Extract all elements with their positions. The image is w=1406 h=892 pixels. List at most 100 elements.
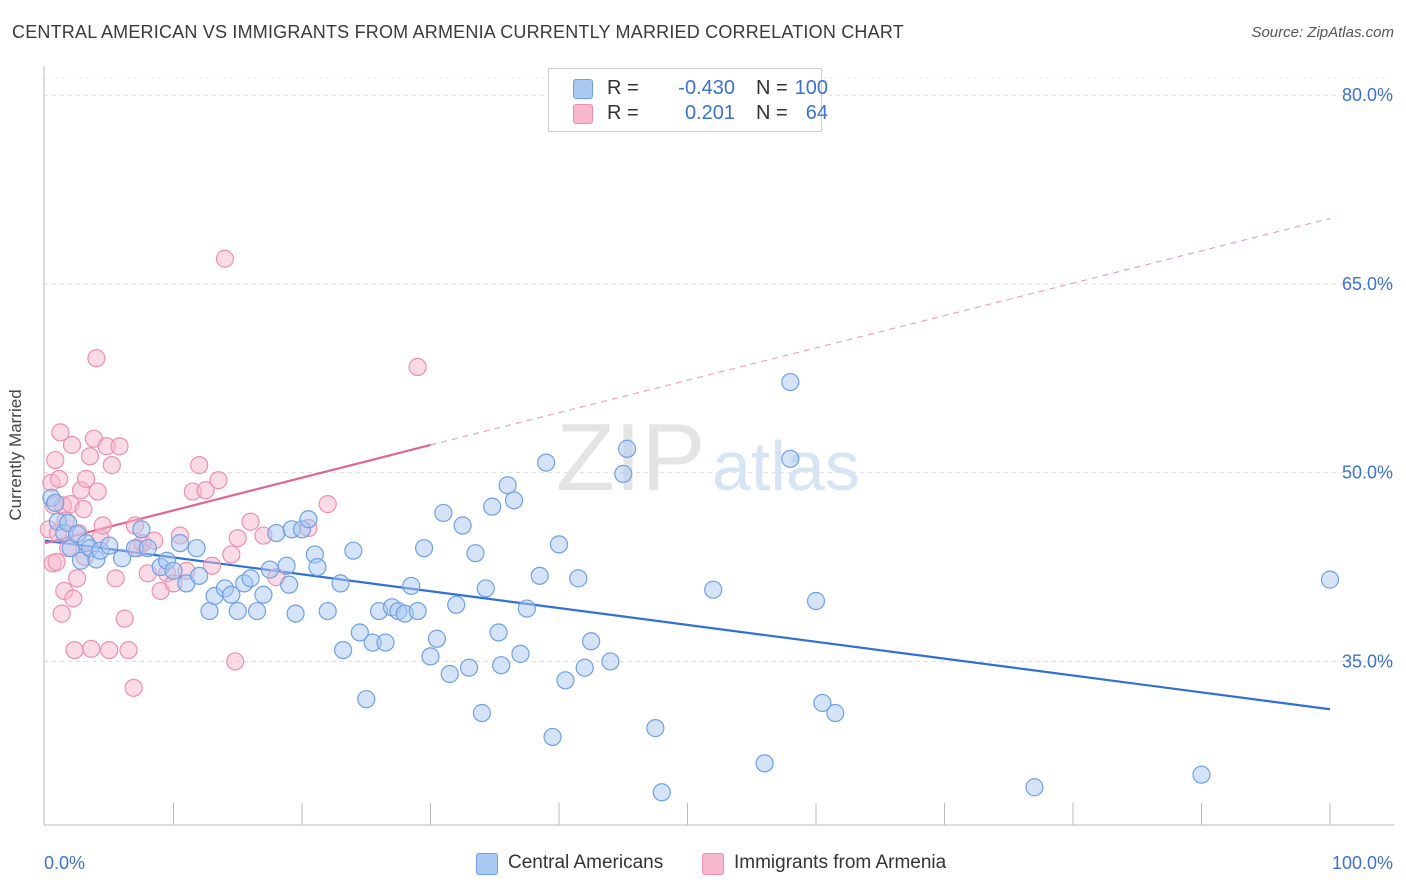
point-armenia [119,640,138,660]
point-armenia [51,423,70,442]
stats-legend: R = -0.430 N = 100 R = 0.201 N = 64 [548,68,828,132]
point-central-american [132,520,151,539]
point-central-american [1320,570,1340,589]
point-armenia [115,609,134,628]
point-armenia [62,435,82,455]
legend-swatch-blue [573,79,593,99]
point-central-american [601,652,620,671]
point-armenia [190,456,209,475]
point-central-american [254,585,273,604]
point-armenia [196,481,215,500]
point-central-american [537,453,556,472]
point-central-american [704,580,723,599]
point-central-american [1025,778,1044,797]
point-central-american [164,561,183,580]
point-central-american [318,601,337,621]
legend-swatch-pink [573,104,593,124]
y-tick-label: 65.0% [1342,274,1393,294]
point-armenia [408,357,427,377]
point-central-american [260,560,279,579]
point-central-american [459,658,479,677]
point-central-american [331,574,350,593]
point-armenia [106,569,125,588]
trend-line-central-americans [44,539,1331,711]
y-tick-label: 35.0% [1342,651,1393,671]
point-central-american [187,539,206,558]
point-central-american [453,516,472,535]
legend-n-value: 64 [805,102,828,124]
point-armenia [215,249,234,268]
point-central-american [200,601,219,621]
point-armenia [93,516,112,535]
legend-r-value: 0.201 [684,102,735,124]
point-central-american [511,644,530,663]
point-central-american [286,604,305,623]
point-central-american [498,476,517,495]
data-points [39,249,1340,802]
point-central-american [170,534,190,553]
point-armenia [202,556,222,575]
point-central-american [517,599,536,618]
point-central-american [1192,765,1211,784]
point-central-american [781,372,800,392]
point-central-american [549,535,569,554]
point-central-american [826,703,845,723]
point-armenia [209,471,228,490]
point-central-american [569,569,588,588]
point-central-american [504,491,524,510]
series-legend: Central Americans Immigrants from Armeni… [0,852,1406,876]
point-central-american [755,754,774,773]
point-armenia [82,639,101,658]
point-central-american [489,623,508,642]
point-central-american [582,632,601,651]
point-armenia [318,495,337,514]
point-armenia [52,604,71,623]
legend-n-value: 100 [794,77,828,99]
source-label: Source: ZipAtlas.com [1251,24,1394,41]
point-central-american [614,464,633,484]
point-central-american [350,623,369,642]
legend-r-label: R = [607,102,639,124]
point-central-american [222,585,241,604]
point-armenia [74,500,93,519]
point-central-american [308,557,327,577]
point-central-american [813,693,832,713]
point-central-american [556,671,575,690]
point-armenia [80,447,100,466]
point-central-american [652,783,671,802]
point-central-american [241,569,260,588]
point-central-american [46,493,65,512]
point-central-american [483,497,502,516]
point-armenia [241,512,260,531]
point-armenia [46,450,65,470]
trend-line-armenia-extension [430,217,1331,446]
legend-r-value: -0.430 [678,77,735,99]
point-central-american [414,539,434,558]
point-central-american [575,658,594,677]
point-central-american [247,601,267,621]
point-armenia [87,349,106,368]
x-tick-label: 100.0% [1332,853,1393,873]
point-central-american [408,601,427,621]
point-central-american [112,549,132,568]
point-central-american [267,523,286,543]
chart-title: CENTRAL AMERICAN VS IMMIGRANTS FROM ARME… [12,22,904,42]
series-swatch-blue [476,853,498,875]
point-central-american [357,690,376,709]
point-armenia [50,469,69,489]
point-central-american [618,439,637,458]
legend-n-label: N = [756,102,788,124]
point-armenia [124,678,143,697]
point-central-american [466,544,485,563]
point-central-american [277,556,296,575]
point-central-american [492,656,511,675]
point-central-american [100,536,119,555]
point-central-american [427,629,447,648]
point-central-american [190,566,209,585]
watermark-zip: ZIP [556,404,705,511]
point-central-american [138,539,157,558]
point-armenia [100,640,119,660]
point-armenia [47,552,66,572]
y-tick-label: 50.0% [1342,463,1393,483]
point-central-american [334,640,353,660]
